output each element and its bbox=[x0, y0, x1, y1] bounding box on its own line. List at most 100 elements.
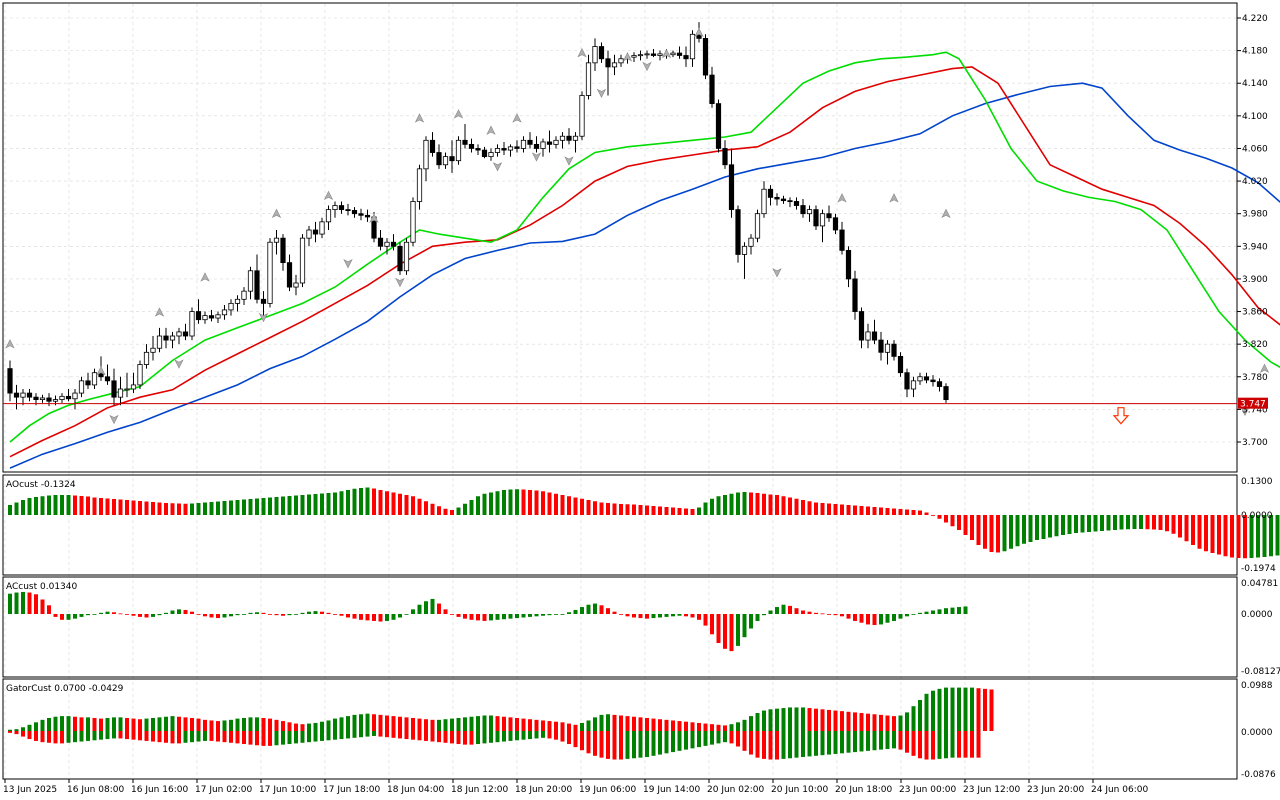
histogram-bar bbox=[801, 731, 805, 758]
histogram-bar bbox=[651, 718, 656, 731]
histogram-bar bbox=[528, 731, 532, 740]
histogram-bar bbox=[905, 509, 909, 515]
histogram-bar bbox=[196, 718, 201, 731]
histogram-bar bbox=[619, 504, 623, 515]
ac-histogram bbox=[8, 591, 968, 652]
candle-body bbox=[559, 135, 566, 141]
candle-body bbox=[286, 262, 293, 288]
histogram-bar bbox=[1015, 515, 1020, 547]
histogram-bar bbox=[872, 614, 877, 626]
histogram-bar bbox=[651, 731, 656, 756]
fractal-down-arrow-icon bbox=[531, 152, 542, 162]
histogram-bar bbox=[586, 604, 591, 614]
histogram-bar bbox=[502, 731, 506, 742]
histogram-bar bbox=[14, 592, 19, 614]
histogram-bar bbox=[417, 718, 422, 731]
candle-body bbox=[618, 58, 624, 64]
histogram-bar bbox=[827, 709, 831, 731]
fractal-up-arrow-icon bbox=[271, 208, 282, 218]
histogram-bar bbox=[352, 731, 357, 738]
histogram-bar bbox=[1113, 515, 1117, 530]
histogram-bar bbox=[34, 731, 38, 741]
fractal-down-arrow-icon bbox=[109, 414, 119, 425]
histogram-bar bbox=[430, 598, 435, 614]
histogram-bar bbox=[521, 489, 526, 515]
histogram-bar bbox=[586, 500, 591, 515]
candle-body bbox=[299, 237, 306, 284]
price-tick-label: 3.940 bbox=[1242, 242, 1268, 252]
histogram-bar bbox=[963, 687, 968, 731]
histogram-bar bbox=[222, 614, 227, 618]
histogram-bar bbox=[599, 605, 604, 614]
histogram-bar bbox=[138, 731, 142, 741]
histogram-bar bbox=[1152, 515, 1156, 530]
histogram-bar bbox=[391, 731, 396, 738]
histogram-bar bbox=[690, 614, 695, 618]
histogram-bar bbox=[66, 716, 71, 731]
histogram-bar bbox=[814, 612, 818, 614]
histogram-bar bbox=[1093, 515, 1098, 532]
histogram-bar bbox=[853, 712, 857, 731]
histogram-bar bbox=[307, 494, 311, 515]
histogram-bar bbox=[775, 731, 779, 760]
histogram-bar bbox=[1184, 515, 1189, 542]
histogram-bar bbox=[307, 611, 311, 614]
fractal-down-arrow-icon bbox=[174, 359, 184, 369]
histogram-bar bbox=[242, 731, 246, 745]
histogram-bar bbox=[879, 507, 883, 515]
histogram-bar bbox=[177, 731, 181, 744]
histogram-bar bbox=[365, 731, 370, 737]
histogram-bar bbox=[1041, 515, 1046, 539]
candle-body bbox=[221, 309, 228, 316]
histogram-bar bbox=[476, 716, 480, 731]
histogram-bar bbox=[508, 731, 513, 741]
candle-body bbox=[800, 205, 806, 215]
histogram-bar bbox=[742, 492, 747, 515]
histogram-bar bbox=[781, 604, 786, 614]
histogram-bar bbox=[619, 614, 623, 615]
histogram-bar bbox=[736, 614, 740, 646]
histogram-bar bbox=[807, 501, 812, 515]
candle-body bbox=[923, 376, 930, 381]
histogram-bar bbox=[755, 614, 760, 621]
histogram-bar bbox=[879, 714, 883, 731]
candle-body bbox=[26, 392, 33, 398]
histogram-bar bbox=[86, 731, 90, 741]
histogram-bar bbox=[190, 611, 194, 614]
time-tick-label: 23 Jun 00:00 bbox=[899, 785, 956, 795]
histogram-bar bbox=[729, 614, 734, 652]
fractal-up-arrow-icon bbox=[622, 52, 633, 62]
histogram-bar bbox=[833, 710, 838, 731]
time-tick-label: 16 Jun 08:00 bbox=[67, 785, 124, 795]
histogram-bar bbox=[534, 731, 539, 739]
fractal-arrows bbox=[5, 27, 1270, 425]
histogram-bar bbox=[781, 708, 786, 731]
candle-body bbox=[806, 209, 813, 215]
candle-body bbox=[241, 290, 247, 300]
histogram-bar bbox=[762, 731, 766, 759]
histogram-bar bbox=[300, 724, 305, 731]
histogram-bar bbox=[8, 731, 12, 733]
candle-body bbox=[553, 139, 559, 145]
histogram-bar bbox=[970, 687, 974, 731]
histogram-bar bbox=[14, 729, 19, 731]
histogram-bar bbox=[547, 721, 552, 731]
histogram-bar bbox=[671, 507, 675, 515]
histogram-bar bbox=[170, 716, 175, 731]
histogram-bar bbox=[976, 515, 981, 545]
time-tick-label: 17 Jun 02:00 bbox=[195, 785, 252, 795]
candle-body bbox=[735, 209, 741, 255]
candle-body bbox=[124, 388, 130, 391]
candle-body bbox=[501, 148, 507, 151]
histogram-bar bbox=[339, 731, 344, 740]
histogram-bar bbox=[125, 500, 129, 515]
time-tick-label: 19 Jun 06:00 bbox=[579, 785, 636, 795]
histogram-bar bbox=[164, 731, 168, 743]
candle-body bbox=[143, 351, 150, 365]
time-tick-label: 18 Jun 12:00 bbox=[451, 785, 508, 795]
candle-body bbox=[78, 380, 85, 394]
candle-body bbox=[767, 188, 774, 198]
histogram-bar bbox=[86, 717, 90, 731]
histogram-bar bbox=[352, 614, 357, 619]
